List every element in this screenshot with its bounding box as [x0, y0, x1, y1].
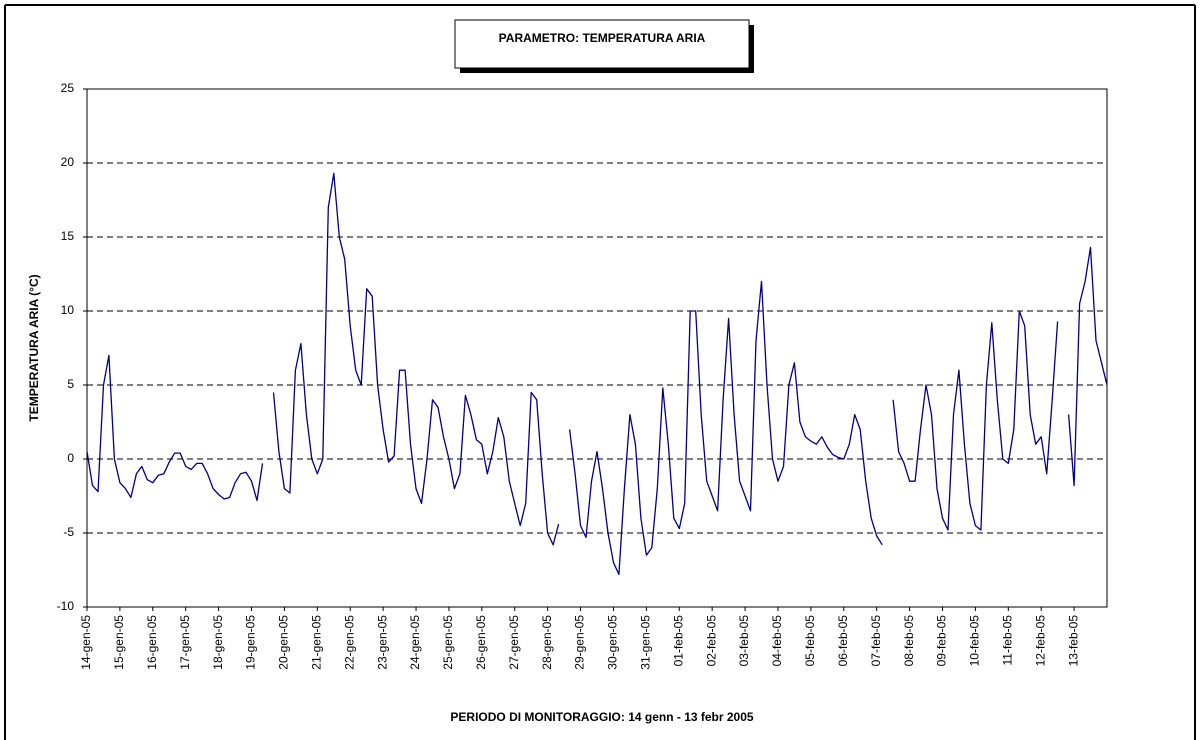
x-tick-label: 21-gen-05: [309, 615, 323, 670]
x-tick-label: 29-gen-05: [573, 615, 587, 670]
y-tick-label: 20: [61, 155, 75, 169]
x-tick-label: 22-gen-05: [342, 615, 356, 670]
x-tick-label: 25-gen-05: [441, 615, 455, 670]
x-tick-label: 11-feb-05: [1000, 615, 1014, 666]
plot-area: [86, 88, 1108, 608]
x-tick-label: 23-gen-05: [375, 615, 389, 670]
y-tick-label: -10: [57, 599, 75, 613]
x-tick-label: 13-feb-05: [1066, 615, 1080, 667]
x-tick-label: 19-gen-05: [244, 615, 258, 670]
y-tick-label: 5: [67, 377, 74, 391]
y-tick-label: 25: [61, 81, 75, 95]
chart-title: PARAMETRO: TEMPERATURA ARIA: [499, 31, 706, 45]
x-tick-label: 06-feb-05: [836, 615, 850, 667]
temperature-line: [1067, 246, 1108, 487]
x-tick-label: 05-feb-05: [803, 615, 817, 667]
x-tick-label: 24-gen-05: [408, 615, 422, 670]
temperature-line: [86, 354, 264, 502]
x-tick-label: 02-feb-05: [704, 615, 718, 667]
x-tick-label: 26-gen-05: [474, 615, 488, 670]
temperature-line: [272, 172, 560, 546]
x-tick-label: 12-feb-05: [1033, 615, 1047, 667]
x-tick-label: 16-gen-05: [145, 615, 159, 670]
x-tick-label: 18-gen-05: [211, 615, 225, 670]
y-tick-label: 15: [61, 229, 75, 243]
title-box: [454, 19, 750, 69]
x-tick-label: 04-feb-05: [770, 615, 784, 667]
x-tick-label: 28-gen-05: [540, 615, 554, 670]
x-tick-label: 10-feb-05: [968, 615, 982, 667]
x-tick-label: 15-gen-05: [112, 615, 126, 670]
y-axis-title: TEMPERATURA ARIA (°C): [27, 274, 41, 421]
x-tick-label: 03-feb-05: [737, 615, 751, 667]
x-tick-label: 20-gen-05: [277, 615, 291, 670]
x-axis-title: PERIODO DI MONITORAGGIO: 14 genn - 13 fe…: [450, 710, 754, 724]
temperature-line: [892, 310, 1059, 531]
x-tick-label: 07-feb-05: [869, 615, 883, 667]
x-tick-label: 17-gen-05: [178, 615, 192, 670]
x-tick-label: 09-feb-05: [935, 615, 949, 667]
x-tick-label: 27-gen-05: [507, 615, 521, 670]
x-tick-label: 01-feb-05: [671, 615, 685, 667]
y-tick-label: 0: [67, 451, 74, 465]
x-tick-label: 31-gen-05: [639, 615, 653, 670]
x-tick-label: 30-gen-05: [606, 615, 620, 670]
x-tick-label: 14-gen-05: [79, 615, 93, 670]
x-tick-label: 08-feb-05: [902, 615, 916, 667]
y-tick-label: -5: [63, 525, 74, 539]
temperature-line: [568, 280, 883, 576]
y-tick-label: 10: [61, 303, 75, 317]
